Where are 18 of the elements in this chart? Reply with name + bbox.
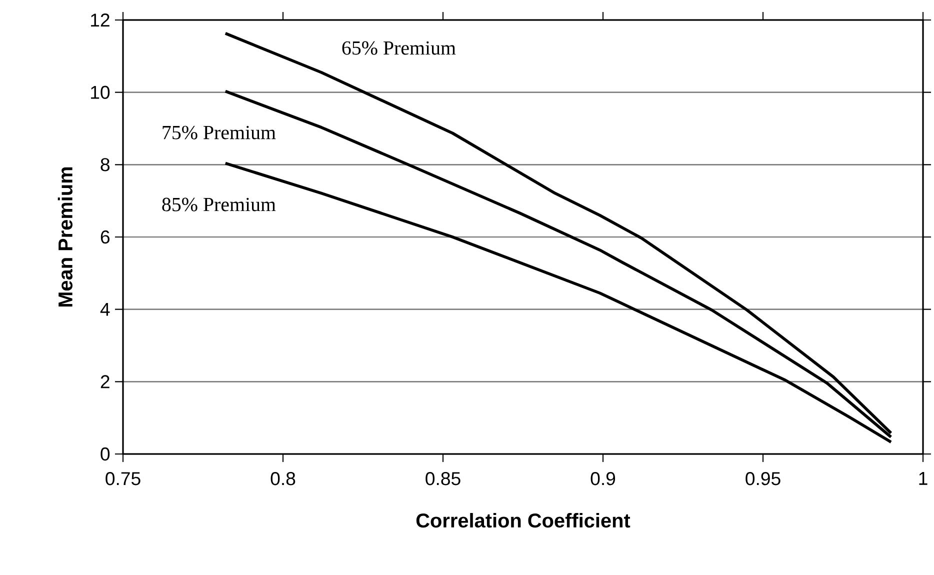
x-axis-title: Correlation Coefficient <box>416 512 630 528</box>
y-tick-label: 12 <box>91 13 110 26</box>
y-tick-label: 10 <box>91 86 110 99</box>
x-tick-label: 1 <box>919 472 928 485</box>
x-tick-label: 0.75 <box>106 472 140 486</box>
series-label: 85% Premium <box>162 198 276 212</box>
y-tick-label: 0 <box>100 447 110 461</box>
y-tick-label: 2 <box>100 375 110 388</box>
y-axis-title: Mean Premium <box>58 167 72 307</box>
x-tick-label: 0.95 <box>746 472 780 486</box>
legend-label: 65% Premium <box>342 41 456 55</box>
x-tick-label: 0.8 <box>270 472 296 486</box>
series-label: 75% Premium <box>162 126 276 140</box>
y-tick-label: 8 <box>100 158 110 172</box>
y-tick-label: 6 <box>100 230 110 244</box>
x-tick-label: 0.85 <box>426 472 460 486</box>
y-tick-label: 4 <box>100 302 110 316</box>
x-tick-label: 0.9 <box>590 472 616 486</box>
